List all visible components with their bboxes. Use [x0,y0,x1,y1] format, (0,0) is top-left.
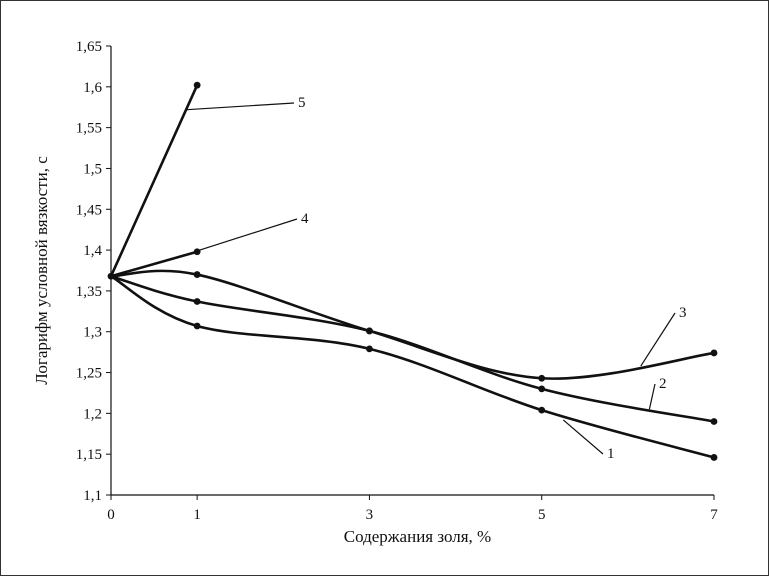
data-point-series-3 [193,271,201,278]
y-tick-label: 1,4 [83,243,102,259]
curve-label-4: 4 [301,211,309,227]
curve-label-2: 2 [659,376,667,392]
curve-label-3: 3 [679,305,687,321]
y-tick-label: 1,55 [76,121,102,137]
data-point-origin [107,272,115,280]
y-tick-label: 1,6 [83,80,102,96]
axes [110,46,714,496]
x-tick-label: 0 [107,507,115,523]
y-tick-label: 1,65 [76,39,102,55]
curve-labels: 1 2 3 4 5 [186,95,687,462]
data-point-series-2 [538,385,546,393]
series-line-2 [109,274,716,423]
data-markers [107,81,718,461]
leader-line-5 [186,102,295,111]
series-line-1 [109,274,716,459]
y-tick-label: 1,25 [76,366,102,382]
y-tick-label: 1,2 [83,406,102,422]
y-axis-label: Логарифм условной вязкости, с [32,156,51,385]
y-tick-label: 1,3 [83,325,102,341]
x-tick-label: 3 [366,507,374,523]
data-point-series-3 [538,374,546,382]
series-curves [109,83,716,459]
x-tick-label: 1 [193,507,201,523]
data-point-series-1 [366,345,373,353]
data-point-series-4 [193,248,201,256]
data-point-series-3 [710,349,718,357]
leader-line-3 [640,312,676,367]
data-point-series-1 [538,406,546,414]
data-point-series-3 [366,327,373,335]
series-line-5 [109,83,199,278]
data-point-series-2 [193,298,201,305]
curve-label-5: 5 [298,95,306,111]
curve-label-1: 1 [607,446,615,462]
y-tick-label: 1,35 [76,284,102,300]
x-axis-label: Содержания золя, % [344,527,491,546]
y-tick-label: 1,15 [76,447,102,463]
leader-line-2 [648,383,656,410]
y-axis-ticks: 1,1 1,15 1,2 1,25 1,3 1,35 1,4 1,45 1,5 1,55 1,6 1,… [76,39,111,504]
data-point-series-5 [193,81,201,89]
x-tick-label: 7 [710,507,718,523]
data-point-series-1 [710,454,718,461]
leader-line-1 [562,419,604,455]
data-point-series-2 [710,418,718,425]
series-line-4 [109,250,199,278]
series-line-3 [109,269,716,380]
y-tick-label: 1,1 [83,488,102,504]
y-tick-label: 1,5 [83,161,102,177]
data-point-series-1 [193,322,201,330]
x-axis-ticks: 0 1 3 5 7 [107,495,718,523]
y-tick-label: 1,45 [76,202,102,218]
x-tick-label: 5 [538,507,546,523]
leader-line-4 [199,218,298,251]
